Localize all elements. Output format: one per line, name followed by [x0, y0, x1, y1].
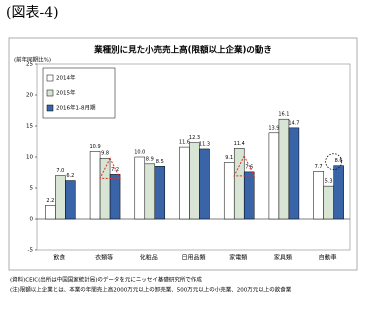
y-tick-label: 10	[26, 155, 33, 161]
bar	[323, 185, 334, 220]
value-label: 10.0	[134, 150, 145, 156]
note: (資料)CEIC(出所は中国国家統計局)のデータを元にニッセイ基礎研究所で作成	[10, 276, 202, 284]
legend-label: 2014年	[56, 74, 76, 82]
header: (図表-4)	[6, 5, 59, 21]
value-label: 6.2	[66, 173, 74, 179]
legend-box	[42, 67, 116, 119]
bar	[288, 127, 300, 220]
legend-label: 2015年	[56, 89, 76, 97]
legend-swatch	[46, 104, 54, 112]
bar	[109, 174, 121, 220]
bar	[278, 118, 290, 220]
bar	[45, 205, 56, 220]
bar	[199, 148, 210, 220]
value-label: 8.6	[335, 158, 343, 164]
bar	[189, 142, 200, 220]
bar	[233, 148, 245, 220]
bar	[243, 171, 255, 220]
bar	[313, 171, 324, 220]
value-label: 13.9	[268, 125, 279, 131]
legend-swatch	[46, 74, 54, 82]
y-axis-label: (前年同期比%)	[14, 56, 51, 64]
value-label: 7.6	[245, 164, 253, 170]
value-label: 11.6	[179, 140, 190, 146]
x-tick-label: 家電類	[229, 254, 247, 262]
bar	[144, 163, 156, 220]
y-tick-label: 15	[26, 124, 33, 130]
value-label: 9.8	[101, 151, 109, 157]
bar	[89, 151, 101, 220]
value-label: 10.9	[90, 144, 101, 150]
highlight-triangle	[233, 154, 256, 177]
bar	[55, 175, 66, 220]
bar	[268, 132, 280, 220]
highlight-circle	[325, 153, 343, 171]
value-label: 16.1	[278, 112, 289, 118]
value-label: 7.0	[56, 168, 64, 174]
y-tick-label: 25	[26, 62, 33, 68]
value-label: 11.3	[199, 141, 210, 147]
value-label: 2.2	[46, 198, 54, 204]
bar	[99, 157, 111, 220]
note: (注)限額以上企業とは、本業の年間売上高2000万元以上の卸売業、500万元以上…	[10, 286, 292, 294]
x-tick-label: 化粧品	[140, 254, 158, 262]
chart-title: 業種別に見た小売売上高(限額以上企業)の動き	[93, 45, 272, 56]
x-tick-label: 自動車	[319, 254, 337, 262]
bar	[223, 162, 235, 220]
highlight-triangle	[99, 157, 121, 179]
value-label: 8.9	[146, 156, 154, 162]
value-label: 9.1	[225, 155, 233, 161]
x-tick-label: 衣類等	[95, 254, 113, 262]
y-tick-label: 20	[26, 93, 33, 99]
legend-swatch	[46, 89, 54, 97]
y-tick-label: 0	[30, 217, 34, 223]
legend-label: 2016年1-8月期	[56, 104, 96, 112]
value-label: 8.5	[156, 159, 164, 165]
bar	[134, 156, 146, 220]
value-label: 5.3	[325, 179, 333, 185]
x-tick-label: 日用品類	[181, 254, 205, 262]
x-tick-label: 飲食	[53, 254, 65, 262]
value-label: 7.7	[315, 164, 323, 170]
y-tick-label: 5	[30, 186, 34, 192]
value-label: 14.7	[288, 120, 299, 126]
bar	[65, 180, 76, 220]
value-label: 7.2	[111, 167, 119, 173]
value-label: 11.4	[234, 141, 245, 147]
x-tick-label: 家具類	[274, 254, 292, 262]
bar	[333, 165, 344, 220]
bar	[179, 146, 190, 220]
value-label: 12.3	[189, 135, 200, 141]
bar	[154, 166, 166, 220]
y-tick-label: -5	[28, 248, 34, 254]
